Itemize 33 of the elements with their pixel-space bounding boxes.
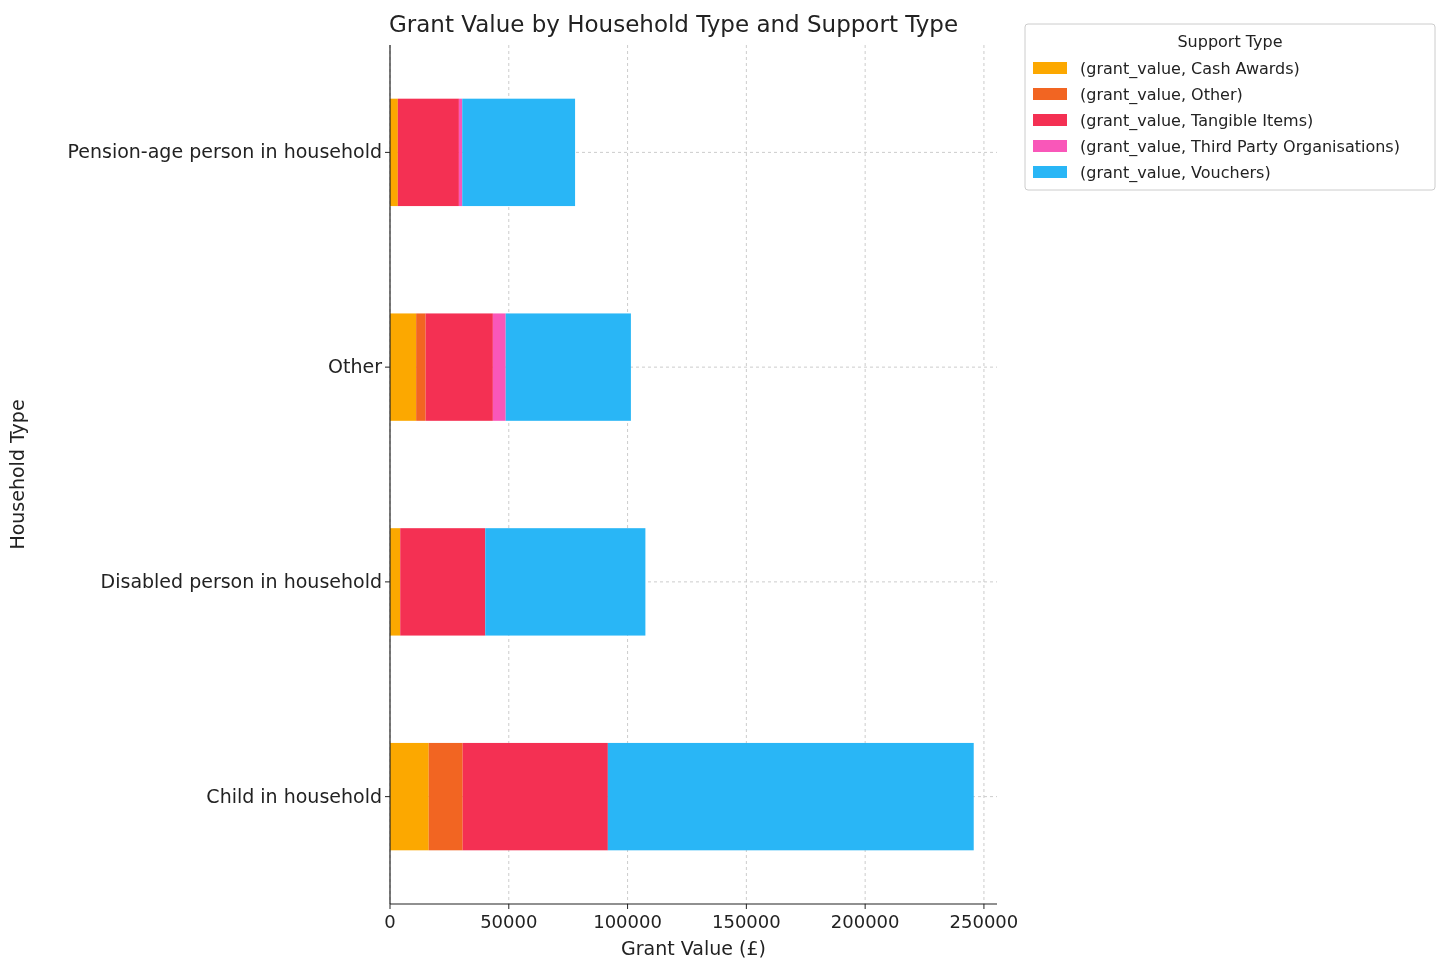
x-tick-label: 150000 <box>712 911 781 932</box>
legend-label: (grant_value, Tangible Items) <box>1080 111 1314 131</box>
bar <box>462 98 576 207</box>
x-tick-label: 50000 <box>480 911 538 932</box>
bar <box>400 528 486 636</box>
x-axis-title: Grant Value (£) <box>621 937 766 959</box>
legend-label: (grant_value, Third Party Organisations) <box>1080 137 1400 157</box>
bar <box>416 313 426 421</box>
bar <box>607 742 974 851</box>
bar <box>390 313 417 421</box>
bar <box>462 742 608 851</box>
bar <box>428 742 463 851</box>
y-tick-label: Disabled person in household <box>100 569 382 592</box>
chart-title: Grant Value by Household Type and Support Type <box>388 11 959 37</box>
legend-title: Support Type <box>1177 32 1283 51</box>
y-tick-label: Child in household <box>206 784 382 807</box>
bar <box>485 528 646 636</box>
x-tick-label: 100000 <box>593 911 662 932</box>
bar <box>458 98 463 207</box>
y-axis-title: Household Type <box>6 399 28 550</box>
x-tick-label: 0 <box>384 911 396 932</box>
bar <box>397 98 459 207</box>
x-tick-label: 250000 <box>949 911 1019 932</box>
bar <box>492 313 506 421</box>
legend-label: (grant_value, Vouchers) <box>1080 163 1271 183</box>
bar <box>390 742 429 851</box>
legend-label: (grant_value, Other) <box>1080 85 1243 105</box>
bar <box>425 313 493 421</box>
bar <box>505 313 631 421</box>
x-tick-label: 200000 <box>830 911 900 932</box>
legend-label: (grant_value, Cash Awards) <box>1080 59 1300 79</box>
y-tick-label: Pension-age person in household <box>67 140 382 163</box>
y-tick-label: Other <box>328 355 383 378</box>
